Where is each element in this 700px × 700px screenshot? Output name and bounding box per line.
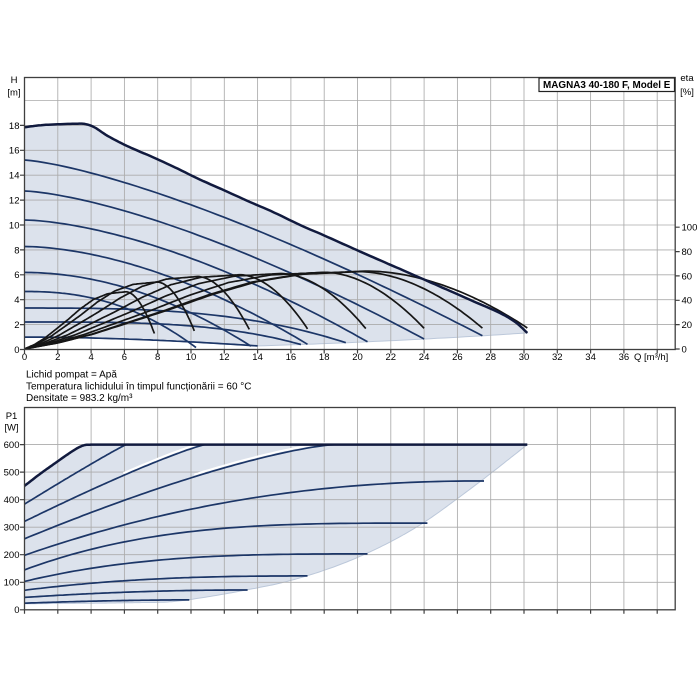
svg-text:300: 300 <box>4 523 20 534</box>
svg-text:22: 22 <box>386 352 397 363</box>
svg-text:[m]: [m] <box>7 88 20 99</box>
svg-text:0: 0 <box>14 605 19 616</box>
svg-text:[W]: [W] <box>4 423 18 434</box>
svg-text:0: 0 <box>22 352 27 363</box>
svg-text:4: 4 <box>14 295 19 306</box>
svg-text:16: 16 <box>286 352 297 363</box>
svg-text:0: 0 <box>682 344 687 355</box>
svg-text:600: 600 <box>4 440 20 451</box>
svg-text:60: 60 <box>682 271 693 282</box>
svg-text:100: 100 <box>682 223 698 234</box>
svg-text:Densitate = 983.2 kg/m³: Densitate = 983.2 kg/m³ <box>26 393 133 404</box>
svg-text:Q [m³/h]: Q [m³/h] <box>634 352 668 363</box>
svg-text:20: 20 <box>352 352 363 363</box>
svg-text:10: 10 <box>186 352 197 363</box>
svg-text:28: 28 <box>485 352 496 363</box>
svg-text:400: 400 <box>4 495 20 506</box>
svg-text:[%]: [%] <box>680 87 694 98</box>
svg-text:8: 8 <box>155 352 160 363</box>
svg-text:Lichid pompat = Apă: Lichid pompat = Apă <box>26 370 117 381</box>
svg-text:40: 40 <box>682 296 693 307</box>
svg-text:32: 32 <box>552 352 563 363</box>
svg-text:P1: P1 <box>6 411 18 422</box>
svg-text:100: 100 <box>4 578 20 589</box>
svg-text:2: 2 <box>55 352 60 363</box>
svg-text:6: 6 <box>14 270 19 281</box>
svg-text:20: 20 <box>682 320 693 331</box>
svg-text:80: 80 <box>682 247 693 258</box>
svg-text:eta: eta <box>680 73 694 84</box>
svg-text:14: 14 <box>9 171 20 182</box>
svg-text:26: 26 <box>452 352 463 363</box>
svg-text:200: 200 <box>4 550 20 561</box>
svg-text:14: 14 <box>252 352 263 363</box>
svg-text:6: 6 <box>122 352 127 363</box>
svg-text:10: 10 <box>9 220 20 231</box>
svg-text:36: 36 <box>619 352 630 363</box>
svg-text:12: 12 <box>219 352 230 363</box>
svg-text:Temperatura lichidului în timp: Temperatura lichidului în timpul funcțio… <box>26 381 252 392</box>
svg-text:34: 34 <box>585 352 596 363</box>
svg-text:30: 30 <box>519 352 530 363</box>
svg-text:0: 0 <box>14 345 19 356</box>
svg-text:12: 12 <box>9 196 20 207</box>
svg-text:24: 24 <box>419 352 430 363</box>
svg-text:500: 500 <box>4 468 20 479</box>
svg-text:4: 4 <box>88 352 93 363</box>
svg-text:H: H <box>11 75 18 86</box>
svg-text:MAGNA3 40-180 F, Model E: MAGNA3 40-180 F, Model E <box>543 80 671 91</box>
svg-text:8: 8 <box>14 245 19 256</box>
svg-text:18: 18 <box>9 121 20 132</box>
svg-text:18: 18 <box>319 352 330 363</box>
svg-text:2: 2 <box>14 320 19 331</box>
svg-text:16: 16 <box>9 146 20 157</box>
